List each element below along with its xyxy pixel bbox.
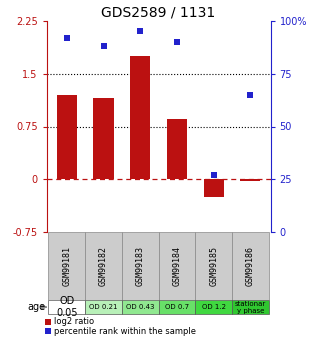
Bar	[195, 232, 232, 300]
Text: GSM99182: GSM99182	[99, 246, 108, 286]
Bar	[93, 98, 114, 179]
Text: GSM99181: GSM99181	[62, 246, 71, 286]
Text: OD 1.2: OD 1.2	[202, 304, 226, 310]
Bar	[159, 232, 195, 300]
Bar	[204, 179, 224, 197]
Bar	[49, 232, 85, 300]
Text: GSM99186: GSM99186	[246, 246, 255, 286]
Bar	[122, 300, 159, 314]
Text: OD
0.05: OD 0.05	[56, 296, 77, 318]
Text: percentile rank within the sample: percentile rank within the sample	[54, 327, 196, 336]
Bar	[130, 56, 150, 179]
Title: GDS2589 / 1131: GDS2589 / 1131	[101, 6, 216, 20]
Text: stationar
y phase: stationar y phase	[235, 300, 266, 314]
Text: GSM99184: GSM99184	[173, 246, 181, 286]
Bar	[122, 232, 159, 300]
Text: GSM99185: GSM99185	[209, 246, 218, 286]
Text: OD 0.21: OD 0.21	[89, 304, 118, 310]
Text: log2 ratio: log2 ratio	[54, 317, 94, 326]
Bar	[159, 300, 195, 314]
Bar	[49, 300, 85, 314]
Bar	[195, 300, 232, 314]
Bar	[85, 300, 122, 314]
Bar	[85, 232, 122, 300]
Text: GSM99183: GSM99183	[136, 246, 145, 286]
Bar	[232, 232, 269, 300]
Bar	[240, 179, 261, 181]
Text: age: age	[27, 302, 45, 312]
Bar	[167, 119, 187, 179]
Bar	[232, 300, 269, 314]
Text: OD 0.43: OD 0.43	[126, 304, 155, 310]
Bar	[57, 95, 77, 179]
Text: OD 0.7: OD 0.7	[165, 304, 189, 310]
